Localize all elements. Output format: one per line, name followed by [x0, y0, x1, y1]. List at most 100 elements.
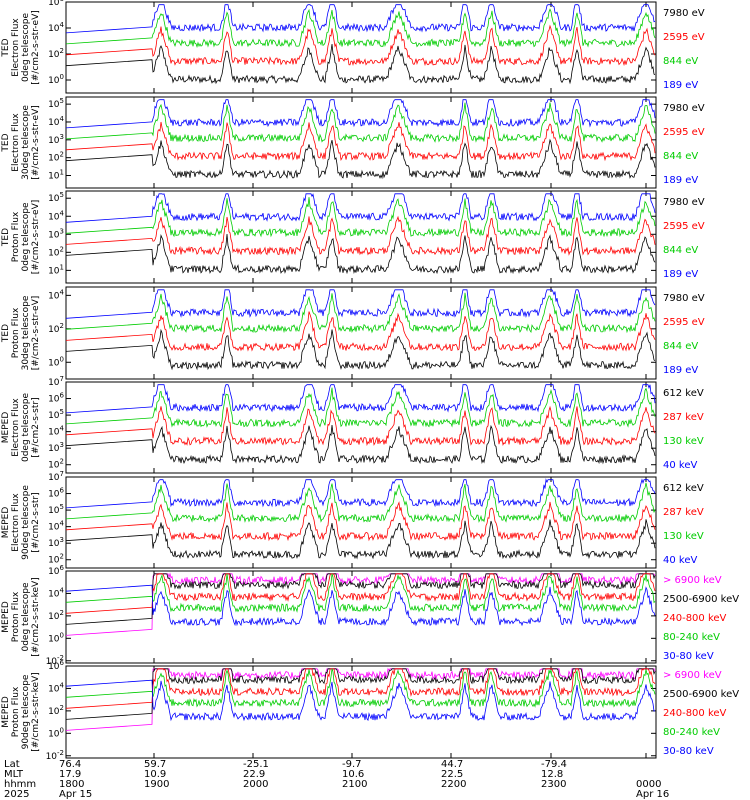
y-tick-label: 102 — [48, 704, 64, 717]
series-trace — [65, 668, 656, 720]
y-tick-label: 100 — [48, 726, 64, 739]
legend-entry: 287 keV — [663, 412, 704, 423]
y-tick-label: 100 — [48, 73, 64, 86]
footer-lat: 59.7 — [144, 759, 166, 770]
series-trace — [65, 138, 656, 180]
y-axis-label: TEDProton Flux30deg telescope[#/cm2-s-st… — [1, 295, 41, 370]
y-tick-label: 105 — [48, 191, 64, 204]
footer-hhmm: 2000 — [243, 779, 268, 790]
legend-entry: 240-800 keV — [663, 708, 727, 719]
legend-entry: 30-80 keV — [663, 651, 714, 662]
y-tick-label: 106 — [48, 392, 64, 405]
y-axis-label: TEDProton Flux0deg telescope[#/cm2-s-str… — [1, 200, 41, 275]
y-tick-label: 104 — [48, 288, 64, 301]
legend-entry: 40 keV — [663, 555, 697, 566]
y-tick-label: 104 — [48, 681, 64, 694]
footer-mlt: 22.5 — [441, 769, 463, 780]
series-trace — [65, 584, 656, 627]
footer-lat: -79.4 — [541, 759, 567, 770]
footer-date: Apr 15 — [59, 789, 92, 800]
y-tick-label: 101 — [48, 169, 64, 182]
series-trace — [65, 573, 656, 614]
legend-entry: 2595 eV — [663, 317, 705, 328]
panel-4: TEDProton Flux30deg telescope[#/cm2-s-st… — [1, 286, 705, 380]
series-trace — [65, 384, 656, 414]
series-trace — [65, 102, 656, 143]
y-tick-label: 104 — [48, 425, 64, 438]
y-tick-label: 104 — [48, 586, 64, 599]
y-tick-label: 107 — [48, 470, 64, 483]
series-trace — [65, 197, 656, 238]
series-trace — [65, 233, 656, 275]
legend-entry: 2500-6900 keV — [663, 594, 739, 605]
legend-entry: > 6900 keV — [663, 670, 722, 681]
legend-entry: 240-800 keV — [663, 613, 727, 624]
footer-hhmm: 0000 — [636, 779, 661, 790]
series-trace — [65, 668, 656, 708]
series-trace — [65, 573, 656, 613]
panel-5: MEPEDElectron Flux0deg telescope[#/cm2-s… — [1, 375, 704, 474]
y-tick-label: 10-2 — [46, 654, 64, 667]
series-trace — [65, 311, 656, 352]
series-trace — [65, 43, 656, 85]
y-tick-label: 103 — [48, 441, 64, 454]
legend-entry: 844 eV — [663, 151, 698, 162]
footer-row-label: 2025 — [4, 789, 29, 800]
footer-date: Apr 16 — [636, 789, 669, 800]
series-trace — [65, 667, 656, 709]
legend-entry: 30-80 keV — [663, 746, 714, 757]
legend-entry: 189 eV — [663, 175, 698, 186]
legend-entry: 612 keV — [663, 483, 704, 494]
panel-frame — [65, 96, 657, 189]
y-tick-label: 102 — [48, 553, 64, 566]
y-axis-label: MEPEDProton Flux0deg telescope[#/cm2-s-s… — [1, 577, 41, 656]
y-tick-label: 106 — [48, 564, 64, 577]
legend-entry: 7980 eV — [663, 197, 705, 208]
y-tick-label: 102 — [48, 609, 64, 622]
y-tick-label: 107 — [48, 375, 64, 388]
y-tick-label: 105 — [48, 503, 64, 516]
series-trace — [65, 289, 656, 319]
panel-6: MEPEDElectron Flux90deg telescope[#/cm2-… — [1, 470, 704, 569]
y-tick-label: 105 — [48, 408, 64, 421]
y-tick-label: 104 — [48, 21, 64, 34]
footer-mlt: 17.9 — [59, 769, 81, 780]
y-tick-label: 106 — [48, 487, 64, 500]
panel-frame — [65, 476, 657, 569]
y-tick-label: 100 — [48, 631, 64, 644]
panel-frame — [65, 190, 657, 284]
footer-row-label: MLT — [4, 769, 24, 780]
footer-row-label: hhmm — [4, 779, 36, 790]
y-tick-label: 103 — [48, 536, 64, 549]
series-trace — [65, 519, 656, 560]
series-trace — [65, 573, 656, 625]
footer-lat: -25.1 — [243, 759, 269, 770]
y-tick-label: 104 — [48, 520, 64, 533]
series-trace — [65, 8, 656, 48]
series-trace — [65, 501, 656, 542]
legend-entry: 844 eV — [663, 56, 698, 67]
series-trace — [65, 424, 656, 465]
y-tick-label: 102 — [48, 47, 64, 60]
panel-3: TEDProton Flux0deg telescope[#/cm2-s-str… — [1, 190, 705, 284]
y-tick-label: 106 — [48, 0, 64, 8]
footer-lat: 76.4 — [59, 759, 81, 770]
series-trace — [65, 99, 656, 129]
series-trace — [65, 482, 656, 523]
series-trace — [65, 328, 656, 371]
series-trace — [65, 24, 656, 67]
footer-hhmm: 1900 — [144, 779, 169, 790]
footer-mlt: 12.8 — [541, 769, 563, 780]
legend-entry: 7980 eV — [663, 8, 705, 19]
y-axis-label: TEDElectron Flux30deg telescope[#/cm2-s-… — [1, 105, 41, 180]
y-tick-label: 106 — [48, 659, 64, 672]
legend-entry: 189 eV — [663, 80, 698, 91]
series-trace — [65, 215, 656, 256]
series-trace — [65, 121, 656, 162]
footer-row-label: Lat — [4, 759, 20, 770]
y-tick-label: 102 — [48, 322, 64, 335]
y-tick-label: 102 — [48, 458, 64, 471]
y-tick-label: 10-2 — [46, 749, 64, 762]
y-tick-label: 104 — [48, 115, 64, 128]
panel-2: TEDElectron Flux30deg telescope[#/cm2-s-… — [1, 96, 705, 189]
